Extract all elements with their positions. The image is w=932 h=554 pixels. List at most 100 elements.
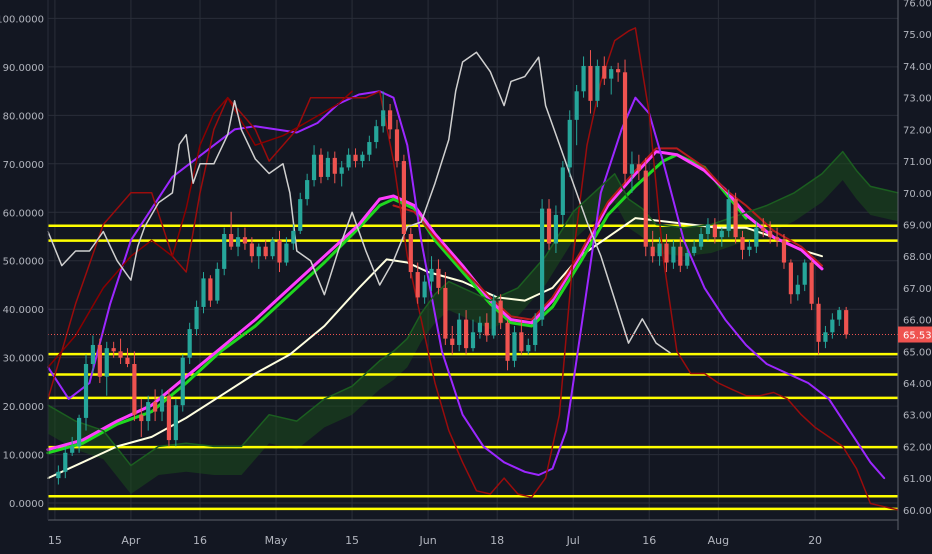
- candle-body: [305, 180, 310, 200]
- series-line-ma-green: [46, 153, 748, 455]
- left-tick-label: 80.0000: [3, 111, 44, 122]
- candle-body: [519, 332, 524, 352]
- right-tick-label: 70.00: [903, 189, 932, 200]
- x-tick-label: Jun: [418, 534, 436, 547]
- candlesticks: [56, 50, 849, 485]
- candle-body: [629, 164, 635, 174]
- cloud-layer: [48, 151, 898, 494]
- candle-body: [560, 167, 565, 215]
- right-tick-label: 61.00: [903, 474, 932, 485]
- candle-body: [104, 348, 109, 377]
- candle-body: [159, 395, 165, 412]
- candle-body: [387, 110, 393, 130]
- candle-body: [712, 224, 717, 238]
- candle-body: [415, 272, 420, 298]
- left-tick-label: 40.0000: [3, 305, 44, 316]
- candle-body: [311, 154, 317, 181]
- last-price-badge: 65.53: [898, 326, 932, 343]
- candle-body: [505, 322, 510, 361]
- candle-body: [325, 157, 330, 177]
- right-tick-label: 65.00: [903, 347, 932, 358]
- candle-body: [546, 208, 552, 244]
- candle-body: [705, 224, 711, 234]
- candle-body: [781, 240, 787, 263]
- candle-body: [540, 208, 545, 320]
- candle-body: [761, 227, 766, 231]
- right-tick-label: 76.00: [903, 0, 932, 10]
- candle-body: [457, 319, 462, 345]
- right-tick-label: 75.00: [903, 30, 932, 41]
- candle-body: [339, 167, 344, 174]
- candle-body: [256, 246, 261, 257]
- candle-body: [733, 199, 738, 238]
- candle-body: [394, 129, 400, 162]
- candle-body: [616, 69, 621, 73]
- candle-body: [491, 300, 496, 336]
- candle-body: [671, 246, 676, 263]
- x-tick-label: 15: [345, 534, 359, 547]
- candle-body: [512, 332, 517, 361]
- candle-body: [498, 300, 503, 323]
- right-tick-label: 62.00: [903, 442, 932, 453]
- candle-body: [650, 246, 655, 257]
- candle-body: [581, 65, 586, 92]
- candle-body: [401, 161, 406, 234]
- candle-body: [609, 69, 614, 79]
- x-tick-label: 16: [193, 534, 207, 547]
- candle-body: [229, 234, 234, 247]
- candle-body: [837, 310, 842, 320]
- x-tick-label: Apr: [121, 534, 141, 547]
- right-tick-label: 63.00: [903, 411, 932, 422]
- right-tick-label: 74.00: [903, 62, 932, 73]
- candle-body: [774, 237, 780, 241]
- candle-body: [643, 170, 648, 247]
- candle-body: [332, 157, 337, 174]
- candle-body: [553, 214, 559, 244]
- candle-body: [249, 243, 254, 257]
- indicator-lines: [46, 27, 899, 511]
- candle-body: [132, 364, 137, 415]
- series-line-osc-white: [47, 51, 671, 354]
- candle-body: [768, 230, 773, 238]
- left-tick-label: 70.0000: [3, 160, 44, 171]
- candle-body: [353, 154, 358, 162]
- candle-body: [622, 72, 628, 174]
- candle-body: [470, 332, 476, 349]
- candle-body: [242, 237, 248, 244]
- right-tick-label: 72.00: [903, 125, 932, 136]
- candle-body: [830, 319, 835, 333]
- candle-body: [484, 322, 489, 336]
- x-tick-label: 20: [808, 534, 822, 547]
- candle-body: [90, 344, 96, 364]
- x-tick-label: May: [265, 534, 288, 547]
- candle-body: [664, 243, 669, 263]
- series-line-band-red-upper: [47, 27, 899, 511]
- candle-body: [809, 262, 814, 304]
- right-tick-label: 68.00: [903, 252, 932, 263]
- candle-body: [595, 65, 600, 101]
- candle-body: [588, 65, 593, 101]
- right-tick-label: 71.00: [903, 157, 932, 168]
- last-price-badge-bg: [898, 326, 932, 343]
- right-tick-label: 73.00: [903, 94, 932, 105]
- candle-body: [194, 306, 199, 330]
- candle-body: [208, 278, 213, 301]
- candle-body: [844, 310, 849, 335]
- x-tick-label: 16: [642, 534, 656, 547]
- candle-body: [270, 240, 275, 257]
- candle-body: [381, 110, 386, 127]
- right-tick-label: 60.00: [903, 506, 932, 517]
- candle-body: [201, 278, 206, 307]
- candle-body: [56, 471, 61, 479]
- candle-body: [277, 240, 282, 263]
- candle-body: [187, 329, 192, 358]
- candle-body: [215, 268, 220, 301]
- series-line-band-purple: [47, 90, 886, 480]
- left-tick-label: 50.0000: [3, 257, 44, 268]
- right-tick-label: 64.00: [903, 379, 932, 390]
- candle-body: [180, 357, 185, 406]
- candle-body: [298, 199, 303, 231]
- x-tick-label: Aug: [708, 534, 729, 547]
